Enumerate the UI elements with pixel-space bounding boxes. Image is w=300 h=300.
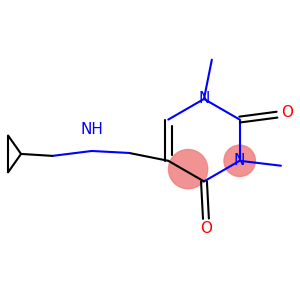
Text: N: N [234,153,245,168]
Text: O: O [200,221,212,236]
Text: N: N [198,92,210,106]
Circle shape [169,149,208,189]
Text: O: O [281,105,293,120]
Circle shape [224,145,255,176]
Text: NH: NH [80,122,103,137]
